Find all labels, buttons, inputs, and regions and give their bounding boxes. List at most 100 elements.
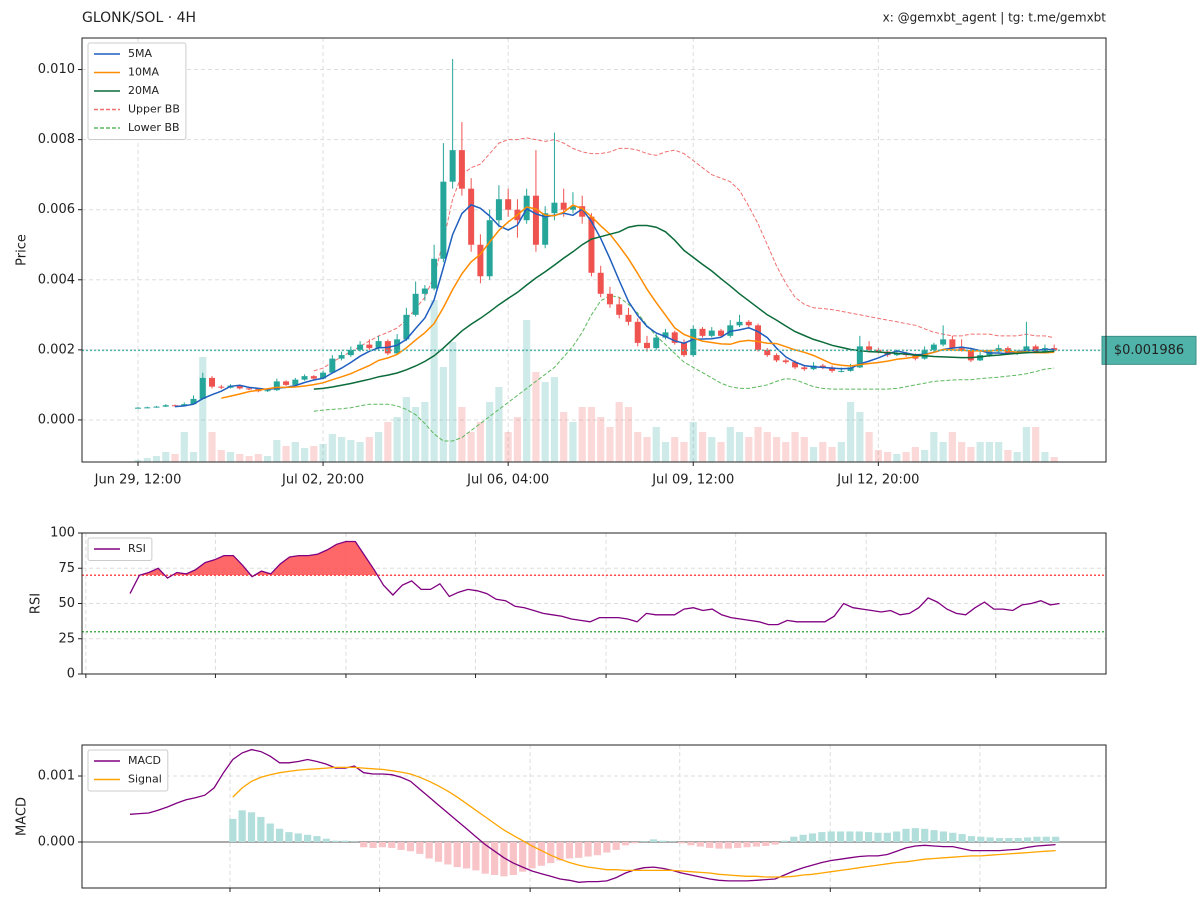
volume-bar xyxy=(134,460,142,462)
histogram-bar xyxy=(874,832,882,843)
volume-bar xyxy=(504,432,512,462)
histogram-bar xyxy=(706,842,714,848)
candle-body xyxy=(199,377,206,399)
volume-bar xyxy=(319,444,327,462)
histogram-bar xyxy=(799,834,807,843)
histogram-bar xyxy=(294,833,302,843)
y-tick-label: 100 xyxy=(50,526,75,541)
volume-bar xyxy=(523,320,531,462)
candle-body xyxy=(431,258,438,289)
histogram-bar xyxy=(865,832,873,843)
histogram-bar xyxy=(1005,838,1013,843)
histogram-bar xyxy=(743,842,751,848)
x-tick-label: Jul 09, 12:00 xyxy=(651,473,734,488)
histogram-bar xyxy=(304,834,312,843)
volume-bar xyxy=(337,437,346,462)
histogram-bar xyxy=(780,840,789,843)
volume-bar xyxy=(245,456,253,462)
candle-body xyxy=(338,355,345,359)
histogram-bar xyxy=(1033,836,1041,843)
legend-label: Lower BB xyxy=(128,121,180,134)
chart-title: GLONK/SOL · 4H xyxy=(82,10,196,26)
histogram-bar xyxy=(939,831,948,843)
candle-body xyxy=(1023,346,1030,352)
volume-bar xyxy=(587,407,596,462)
histogram-bar xyxy=(360,842,368,848)
histogram-bar xyxy=(397,842,405,850)
histogram-bar xyxy=(986,837,994,843)
volume-bar xyxy=(921,450,929,462)
histogram-bar xyxy=(883,832,891,843)
volume-bar xyxy=(189,452,198,462)
series-line xyxy=(129,748,1056,883)
volume-bar xyxy=(467,432,475,462)
volume-bar xyxy=(152,456,161,462)
legend: RSI xyxy=(87,537,153,561)
candle-body xyxy=(699,328,706,336)
candle-body xyxy=(273,381,280,391)
volume-bar xyxy=(384,422,392,462)
candle-body xyxy=(495,199,502,221)
candle-body xyxy=(162,405,169,407)
candle-body xyxy=(764,349,771,356)
y-tick-label: 0.010 xyxy=(38,62,75,77)
candle-body xyxy=(172,405,179,407)
histogram-bar xyxy=(930,830,938,843)
legend: 5MA 10MA 20MA Upper BB Lower BB xyxy=(87,42,187,140)
volume-bar xyxy=(911,447,919,462)
volume-bar xyxy=(569,422,577,462)
candle-body xyxy=(209,377,216,387)
volume-bar xyxy=(254,454,262,462)
volume-bar xyxy=(375,432,383,462)
candle-body xyxy=(532,195,539,245)
histogram-bar xyxy=(649,839,658,843)
volume-bar xyxy=(412,407,420,462)
histogram-bar xyxy=(247,812,256,843)
histogram-bar xyxy=(808,833,817,843)
candle-body xyxy=(236,385,243,389)
volume-bar xyxy=(476,422,485,462)
histogram-bar xyxy=(238,810,246,843)
histogram-bar xyxy=(332,840,340,843)
candle-body xyxy=(782,360,789,363)
volume-bar xyxy=(782,442,790,462)
series-line xyxy=(129,540,1060,626)
histogram-bar xyxy=(565,842,574,859)
volume-bar xyxy=(717,442,725,462)
candle-body xyxy=(690,328,697,356)
y-tick-label: 0.004 xyxy=(38,272,75,287)
histogram-bar xyxy=(612,842,620,850)
candle-body xyxy=(292,379,299,385)
candle-body xyxy=(736,321,743,326)
candle-body xyxy=(579,206,586,217)
volume-bar xyxy=(883,452,892,462)
histogram-bar xyxy=(378,842,387,848)
histogram-bar xyxy=(257,816,265,843)
plot-area xyxy=(82,745,1106,888)
candle-body xyxy=(542,213,549,245)
volume-bar xyxy=(273,440,281,462)
y-tick-label: 0.006 xyxy=(38,202,75,217)
y-tick-label: 50 xyxy=(58,596,75,611)
volume-bar xyxy=(643,437,651,462)
credit: x: @gemxbt_agent | tg: t.me/gemxbt xyxy=(883,11,1107,25)
candle-body xyxy=(643,342,650,349)
histogram-bar xyxy=(715,842,723,849)
volume-bar xyxy=(791,432,799,462)
y-tick-label: 0.001 xyxy=(38,769,75,784)
volume-bar xyxy=(624,407,633,462)
candle-body xyxy=(588,216,595,273)
candle-body xyxy=(190,398,197,405)
series-line xyxy=(232,766,1056,878)
candle-body xyxy=(680,342,687,356)
series-line xyxy=(221,204,1055,399)
volume-bar xyxy=(726,427,734,462)
volume-bar xyxy=(1050,457,1058,462)
volume-bar xyxy=(680,442,688,462)
histogram-bar xyxy=(322,838,330,843)
candle-body xyxy=(560,202,567,210)
histogram-bar xyxy=(528,842,536,869)
histogram-bar xyxy=(556,842,564,861)
volume-bar xyxy=(893,454,901,462)
histogram-bar xyxy=(434,842,443,862)
